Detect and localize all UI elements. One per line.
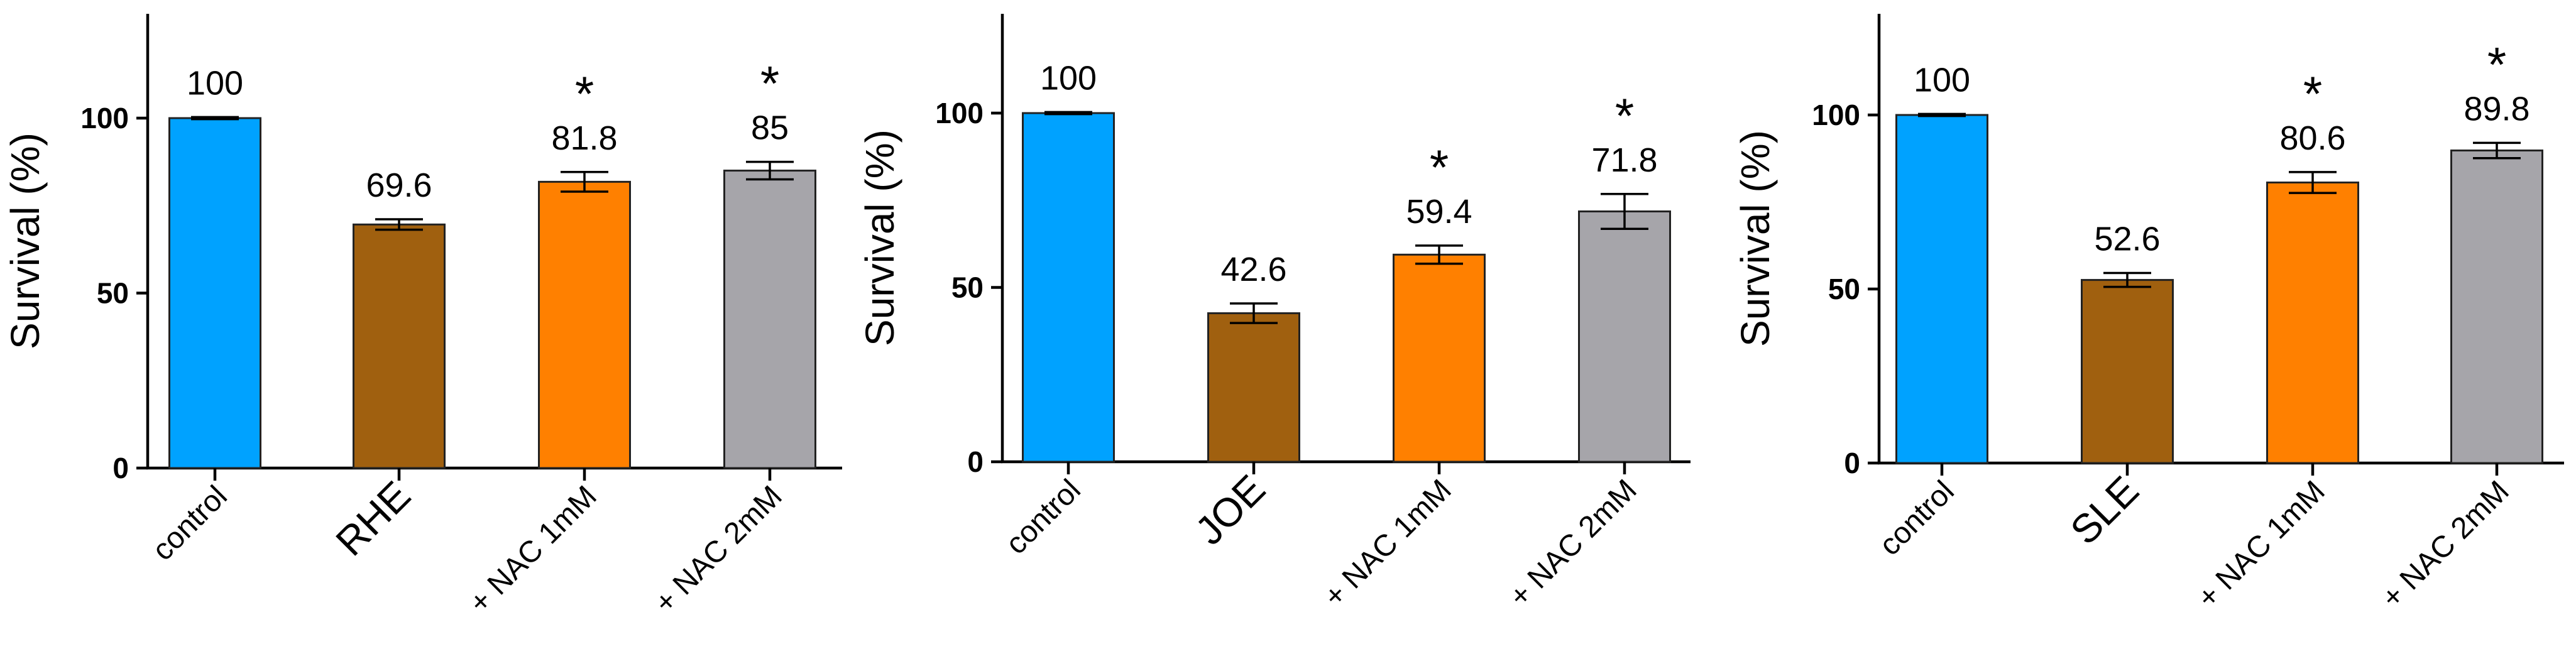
x-tick-label: + NAC 2mM <box>1503 473 1643 613</box>
x-tick-label: control <box>999 473 1087 560</box>
bar <box>538 180 631 469</box>
significance-marker: * <box>2487 36 2506 92</box>
y-axis-label: Survival (%) <box>3 133 48 349</box>
y-tick-label: 0 <box>1844 447 1860 479</box>
data-label: 100 <box>1040 59 1097 97</box>
significance-marker: * <box>1615 88 1634 143</box>
bar <box>2266 181 2359 464</box>
bar <box>1207 312 1300 463</box>
significance-marker: * <box>760 56 779 111</box>
data-label: 80.6 <box>2279 119 2345 157</box>
data-label: 100 <box>187 64 243 102</box>
y-tick-label: 100 <box>935 97 984 129</box>
x-tick-label: + NAC 1mM <box>1318 473 1458 613</box>
x-tick-label: control <box>1873 474 1960 562</box>
x-tick-label: RHE <box>327 472 419 564</box>
y-tick-label: 50 <box>97 277 129 310</box>
bar <box>353 223 446 469</box>
x-tick-label: + NAC 1mM <box>2191 474 2332 614</box>
data-label: 69.6 <box>366 166 432 204</box>
y-tick-label: 100 <box>80 102 129 134</box>
data-label: 89.8 <box>2464 90 2529 128</box>
x-tick-label: + NAC 2mM <box>649 479 789 619</box>
data-label: 71.8 <box>1591 141 1657 179</box>
x-tick-label: JOE <box>1187 466 1274 554</box>
bar <box>2081 279 2174 464</box>
bar <box>1895 114 1988 464</box>
x-tick-label: control <box>146 479 233 567</box>
data-label: 85 <box>751 109 789 147</box>
x-tick-label: SLE <box>2061 467 2147 553</box>
data-label: 52.6 <box>2094 221 2160 258</box>
bar <box>1022 112 1115 463</box>
y-tick-label: 50 <box>951 271 984 304</box>
y-tick-label: 0 <box>967 445 984 478</box>
significance-marker: * <box>1430 139 1449 195</box>
y-axis-label: Survival (%) <box>857 129 902 346</box>
significance-marker: * <box>2303 66 2322 121</box>
bar <box>1578 210 1671 463</box>
y-tick-label: 100 <box>1812 99 1860 131</box>
data-label: 42.6 <box>1220 251 1286 288</box>
data-label: 81.8 <box>551 119 617 157</box>
data-label: 59.4 <box>1406 193 1472 231</box>
x-tick-label: + NAC 1mM <box>463 479 603 619</box>
y-axis-label: Survival (%) <box>1733 130 1778 347</box>
bar <box>723 170 816 469</box>
bar <box>168 117 261 469</box>
bar <box>2450 150 2543 464</box>
bar <box>1393 253 1486 463</box>
y-tick-label: 0 <box>112 452 129 484</box>
data-label: 100 <box>1914 61 1970 99</box>
x-tick-label: + NAC 2mM <box>2376 474 2516 614</box>
y-tick-label: 50 <box>1828 273 1860 305</box>
significance-marker: * <box>575 66 594 121</box>
